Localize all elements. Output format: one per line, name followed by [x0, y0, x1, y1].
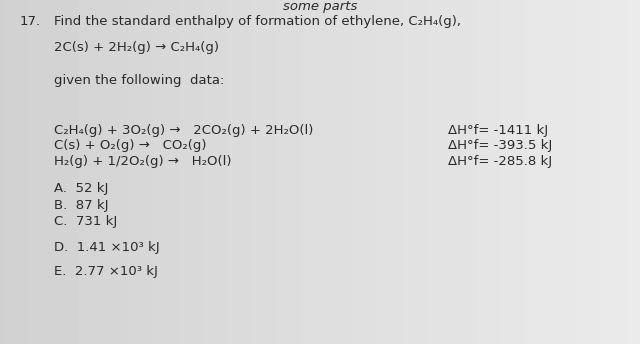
Text: C(s) + O₂(g) →   CO₂(g): C(s) + O₂(g) → CO₂(g) — [54, 139, 207, 152]
Text: H₂(g) + 1/2O₂(g) →   H₂O(l): H₂(g) + 1/2O₂(g) → H₂O(l) — [54, 155, 232, 168]
Text: some parts: some parts — [283, 0, 357, 13]
Text: Find the standard enthalpy of formation of ethylene, C₂H₄(g),: Find the standard enthalpy of formation … — [54, 15, 461, 29]
Text: B.  87 kJ: B. 87 kJ — [54, 199, 109, 212]
Text: 2C(s) + 2H₂(g) → C₂H₄(g): 2C(s) + 2H₂(g) → C₂H₄(g) — [54, 41, 220, 54]
Text: C.  731 kJ: C. 731 kJ — [54, 215, 118, 228]
Text: C₂H₄(g) + 3O₂(g) →   2CO₂(g) + 2H₂O(l): C₂H₄(g) + 3O₂(g) → 2CO₂(g) + 2H₂O(l) — [54, 124, 314, 137]
Text: ΔH°f= -285.8 kJ: ΔH°f= -285.8 kJ — [448, 155, 552, 168]
Text: D.  1.41 ×10³ kJ: D. 1.41 ×10³ kJ — [54, 241, 160, 254]
Text: A.  52 kJ: A. 52 kJ — [54, 182, 109, 195]
Text: given the following  data:: given the following data: — [54, 74, 225, 87]
Text: ΔH°f= -1411 kJ: ΔH°f= -1411 kJ — [448, 124, 548, 137]
Text: E.  2.77 ×10³ kJ: E. 2.77 ×10³ kJ — [54, 265, 158, 278]
Text: 17.: 17. — [19, 15, 40, 29]
Text: ΔH°f= -393.5 kJ: ΔH°f= -393.5 kJ — [448, 139, 552, 152]
